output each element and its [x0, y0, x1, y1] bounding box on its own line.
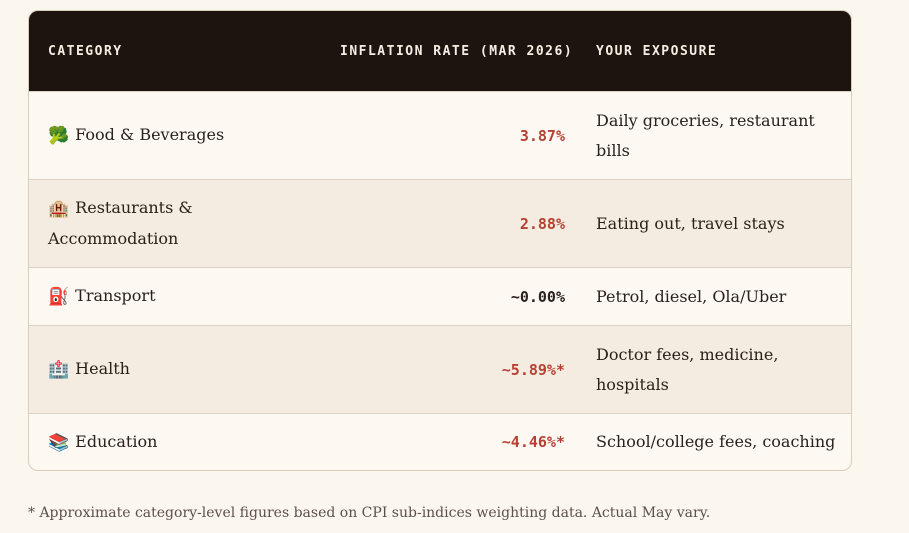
table-row: ⛽ Transport ~0.00% Petrol, diesel, Ola/Ub…: [29, 267, 851, 325]
rate-cell: ~4.46%*: [501, 433, 565, 451]
exposure-cell: Eating out, travel stays: [596, 213, 785, 233]
table-row: 🥦 Food & Beverages 3.87% Daily groceries,…: [29, 91, 851, 179]
header-exposure: YOUR EXPOSURE: [596, 43, 718, 59]
rate-cell: 2.88%: [519, 214, 565, 233]
category-cell: 📚 Education: [29, 414, 320, 470]
table-row: 📚 Education ~4.46%* School/college fees, …: [29, 413, 851, 470]
exposure-cell: Doctor fees, medicine, hospitals: [596, 344, 779, 394]
category-cell: 🏥 Health: [29, 326, 320, 413]
header-rate: INFLATION RATE (MAR 2026): [340, 43, 574, 59]
category-label: Health: [75, 359, 130, 378]
category-label: Education: [75, 431, 158, 451]
exposure-cell: Daily groceries, restaurant bills: [596, 110, 815, 160]
category-label: Food & Beverages: [75, 125, 225, 144]
rate-cell: ~5.89%*: [501, 360, 565, 379]
category-cell: 🏨 Restaurants & Accommodation: [29, 180, 320, 267]
rate-cell: ~0.00%: [510, 287, 565, 306]
category-label: Restaurants & Accommodation: [48, 198, 193, 248]
category-label: Transport: [75, 286, 156, 305]
rate-cell: 3.87%: [519, 126, 565, 145]
broccoli-icon: 🥦: [48, 126, 70, 146]
exposure-cell: School/college fees, coaching: [596, 432, 836, 451]
table-header: CATEGORY INFLATION RATE (MAR 2026) YOUR …: [29, 11, 851, 91]
category-cell: 🥦 Food & Beverages: [29, 92, 320, 179]
hotel-icon: 🏨: [48, 199, 70, 219]
books-icon: 📚: [48, 432, 70, 453]
exposure-cell: Petrol, diesel, Ola/Uber: [596, 286, 787, 306]
table-row: 🏨 Restaurants & Accommodation 2.88% Eatin…: [29, 179, 851, 267]
fuel-pump-icon: ⛽: [48, 287, 70, 307]
table-row: 🏥 Health ~5.89%* Doctor fees, medicine, h…: [29, 325, 851, 413]
footnote: * Approximate category-level figures bas…: [28, 505, 711, 521]
inflation-table: CATEGORY INFLATION RATE (MAR 2026) YOUR …: [28, 10, 852, 471]
hospital-icon: 🏥: [48, 360, 70, 380]
header-category: CATEGORY: [48, 43, 123, 59]
category-cell: ⛽ Transport: [29, 268, 320, 325]
